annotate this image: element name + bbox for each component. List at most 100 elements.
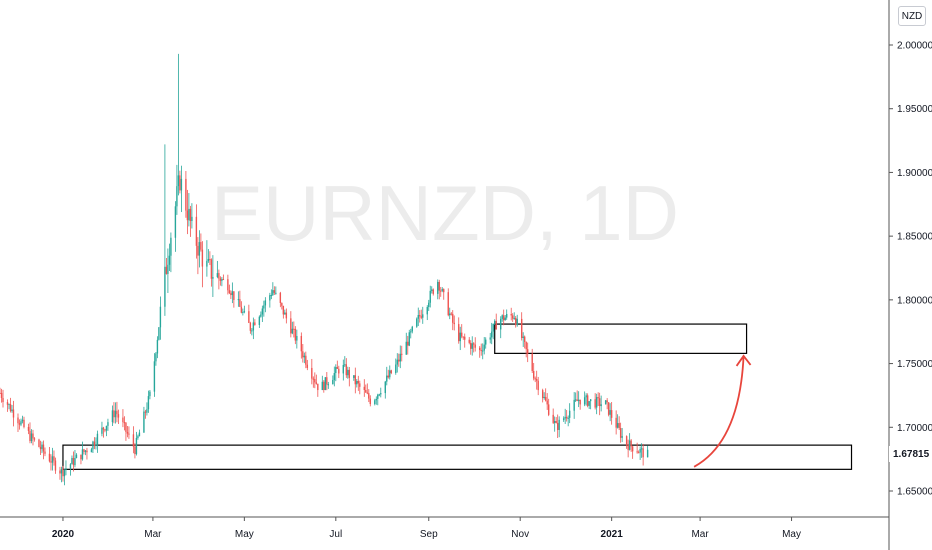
candle [284,309,286,315]
candle [411,325,413,334]
candle [29,422,31,444]
candle [105,425,108,437]
candle-body [126,431,129,434]
candle-body [363,386,365,391]
candle-body [422,314,424,318]
candle [6,399,9,412]
candle [264,297,267,313]
candle [453,315,455,331]
candle [80,454,82,465]
candle [177,53,180,196]
candle-body [525,341,527,350]
candle [96,430,99,453]
candle [75,453,78,459]
candle [12,400,15,427]
candle [48,446,51,463]
candle-body [231,291,234,296]
candle [480,343,482,356]
candle-body [547,404,550,415]
candle [74,450,76,468]
candle [464,333,466,348]
candle [607,402,610,417]
candle [356,379,358,388]
candle-body [207,258,210,261]
candle-body [546,400,548,405]
candle [206,240,208,277]
candle-body [198,242,201,256]
candle [258,315,261,328]
candle-body [149,391,151,397]
candle [333,366,336,387]
candle-body [116,410,118,415]
candle [50,454,52,471]
candle [72,451,75,472]
candle [314,372,316,389]
time-tick-label: 2021 [601,529,624,540]
candle-body [0,392,3,398]
candle [523,335,526,349]
candle [429,285,431,308]
candle [144,409,147,419]
candle-body [311,367,313,379]
candle [324,377,327,391]
candle [405,332,407,355]
candle-body [389,370,391,378]
candle [389,365,391,380]
candle-body [342,364,345,374]
candle-body [323,381,325,390]
candle-body [595,397,598,408]
candle [290,311,292,338]
candle-body [345,364,348,376]
candle [84,450,87,456]
candle [639,446,641,460]
candle-body [176,186,178,207]
currency-badge[interactable]: NZD [898,6,926,26]
candle-body [631,446,634,452]
candle-body [485,339,487,345]
candle [233,291,235,308]
candle [143,406,145,433]
candle [459,326,461,351]
candle-body [368,393,370,399]
candle [558,416,560,438]
candle [410,328,412,339]
symbol-watermark: EURNZD, 1D [211,169,679,257]
candle [576,390,578,402]
candle-body [474,344,476,348]
candle-body [544,396,547,401]
candle-body [347,369,349,376]
candle [482,343,484,360]
candle-body [461,332,463,337]
candle [588,401,590,409]
candle [384,380,386,399]
candle-body [158,327,160,340]
candle-body [366,392,368,394]
candle-body [17,417,19,424]
candle [198,230,201,268]
candle [431,286,433,294]
candle [577,391,580,408]
candle-body [537,380,539,391]
candle-body [263,305,265,309]
candle-body [39,446,42,450]
time-tick-label: May [782,529,801,540]
candle [185,170,187,218]
candle-body [523,336,526,342]
candle-body [579,399,581,405]
candle [188,193,190,227]
candle-body [291,328,294,334]
candle [95,437,97,450]
candle-body [122,417,124,423]
candle [81,441,84,461]
candle [63,469,66,486]
candle-body [410,331,412,333]
candle-body [639,449,641,453]
candle-body [521,318,523,338]
candle [471,336,473,356]
candle-body [180,178,183,191]
candle [366,383,368,395]
candle-body [609,410,611,415]
candle-body [606,400,608,403]
candle [594,393,596,410]
